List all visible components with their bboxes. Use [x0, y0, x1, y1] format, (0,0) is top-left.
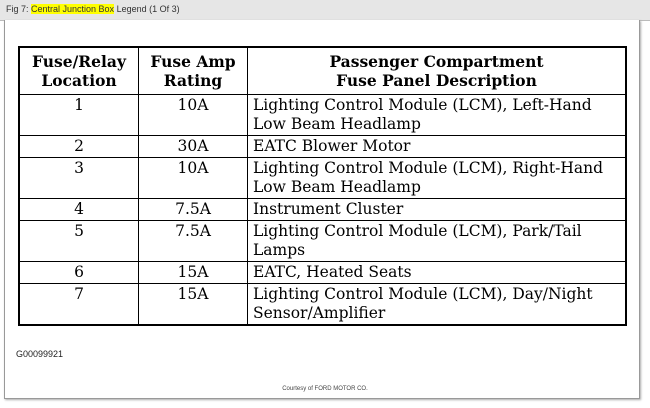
fuse-table: Fuse/Relay Location Fuse Amp Rating Passen… [18, 46, 627, 326]
location-cell: 5 [18, 220, 139, 262]
table-row: 4 7.5A Instrument Cluster [18, 198, 627, 221]
rating-cell: 15A [138, 283, 248, 326]
header-row: Fuse/Relay Location Fuse Amp Rating Passen… [18, 46, 627, 95]
title-prefix: Fig 7: [6, 4, 32, 14]
header-location: Fuse/Relay Location [18, 46, 139, 95]
location-cell: 7 [18, 283, 139, 326]
header-rating: Fuse Amp Rating [138, 46, 248, 95]
location-cell: 3 [18, 157, 139, 199]
title-highlight: Central Junction Box [31, 4, 115, 14]
table-row: 1 10A Lighting Control Module (LCM), Left-… [18, 94, 627, 136]
description-cell: Lighting Control Module (LCM), Left-Hand… [247, 94, 627, 136]
figure-title: Fig 7: Central Junction Box Legend (1 Of… [6, 4, 180, 14]
rating-cell: 7.5A [138, 220, 248, 262]
courtesy-text: Courtesy of FORD MOTOR CO. [282, 386, 368, 392]
description-cell: Lighting Control Module (LCM), Day/Night… [247, 283, 627, 326]
location-cell: 2 [18, 135, 139, 158]
description-cell: EATC, Heated Seats [247, 261, 627, 284]
description-cell: Instrument Cluster [247, 198, 627, 221]
rating-cell: 15A [138, 261, 248, 284]
title-suffix: Legend (1 Of 3) [114, 4, 180, 14]
location-cell: 4 [18, 198, 139, 221]
description-cell: EATC Blower Motor [247, 135, 627, 158]
location-cell: 6 [18, 261, 139, 284]
rating-cell: 30A [138, 135, 248, 158]
table-row: 7 15A Lighting Control Module (LCM), Day/N… [18, 283, 627, 326]
title-bar: Fig 7: Central Junction Box Legend (1 Of… [0, 0, 650, 21]
location-cell: 1 [18, 94, 139, 136]
rating-cell: 10A [138, 157, 248, 199]
table-row: 3 10A Lighting Control Module (LCM), Right… [18, 157, 627, 199]
table-row: 6 15A EATC, Heated Seats [18, 261, 627, 284]
description-cell: Lighting Control Module (LCM), Park/Tail… [247, 220, 627, 262]
figure-code: G00099921 [16, 349, 64, 359]
description-cell: Lighting Control Module (LCM), Right-Han… [247, 157, 627, 199]
table-row: 5 7.5A Lighting Control Module (LCM), Park… [18, 220, 627, 262]
rating-cell: 7.5A [138, 198, 248, 221]
table-row: 2 30A EATC Blower Motor [18, 135, 627, 158]
rating-cell: 10A [138, 94, 248, 136]
header-description: Passenger Compartment Fuse Panel Descript… [247, 46, 627, 95]
